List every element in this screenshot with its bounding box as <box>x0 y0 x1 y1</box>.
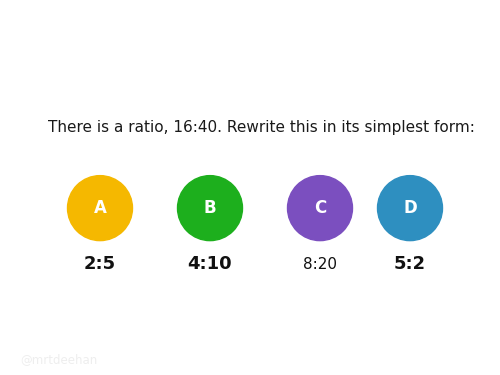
Text: @mrtdeehan: @mrtdeehan <box>20 354 97 366</box>
Text: 4:10: 4:10 <box>188 255 232 273</box>
Text: C: C <box>314 199 326 217</box>
Text: D: D <box>403 199 417 217</box>
Ellipse shape <box>378 176 442 241</box>
Ellipse shape <box>288 176 352 241</box>
Ellipse shape <box>178 176 242 241</box>
Text: Express Ratios in their Simplest Integer Form: Express Ratios in their Simplest Integer… <box>14 18 486 38</box>
Text: B: B <box>204 199 216 217</box>
Text: 5:2: 5:2 <box>394 255 426 273</box>
Text: There is a ratio, 16:40. Rewrite this in its simplest form:: There is a ratio, 16:40. Rewrite this in… <box>48 120 474 135</box>
Ellipse shape <box>68 176 132 241</box>
Text: 2:5: 2:5 <box>84 255 116 273</box>
Text: 8:20: 8:20 <box>303 257 337 272</box>
Text: A: A <box>94 199 106 217</box>
